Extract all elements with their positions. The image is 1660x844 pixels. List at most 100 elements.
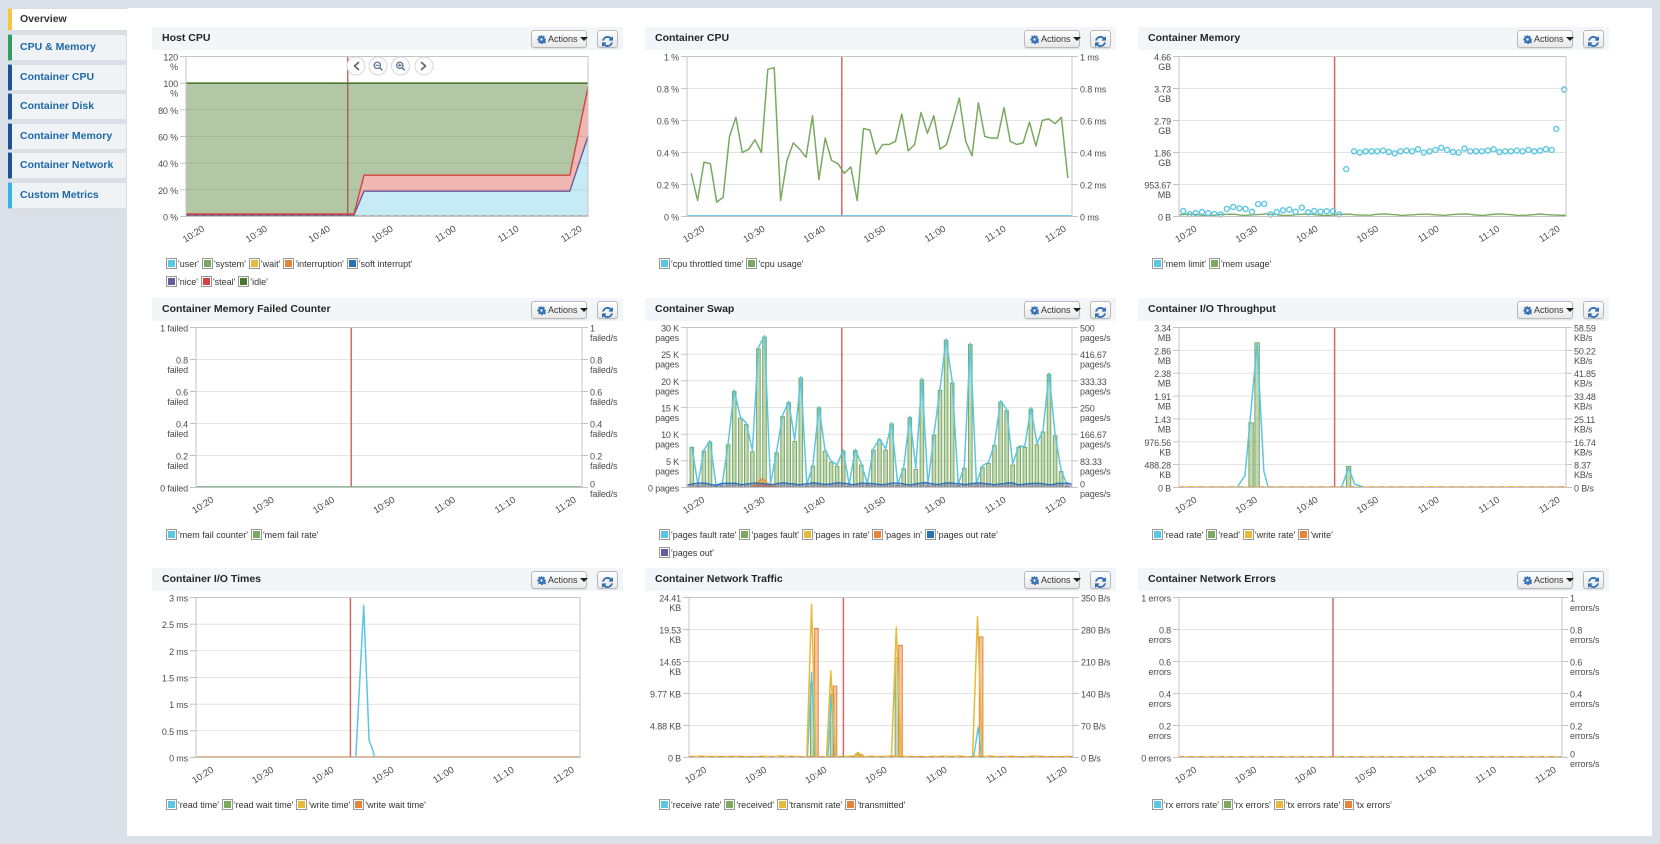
svg-text:%: % <box>170 89 178 99</box>
svg-text:pages: pages <box>655 360 679 370</box>
svg-text:2.86: 2.86 <box>1154 346 1171 356</box>
svg-text:0.2 ms: 0.2 ms <box>1080 181 1107 191</box>
svg-text:210 B/s: 210 B/s <box>1081 658 1111 668</box>
svg-text:0.4 %: 0.4 % <box>657 149 679 159</box>
svg-text:10:30: 10:30 <box>1234 224 1260 246</box>
svg-text:4.88 KB: 4.88 KB <box>650 722 681 732</box>
svg-text:failed/s: failed/s <box>590 397 618 407</box>
svg-text:pages: pages <box>655 386 679 396</box>
svg-text:0 B: 0 B <box>668 754 681 764</box>
svg-text:11:10: 11:10 <box>496 224 521 245</box>
svg-text:10:30: 10:30 <box>742 495 768 517</box>
svg-text:2.5 ms: 2.5 ms <box>162 620 189 630</box>
svg-text:11:00: 11:00 <box>1414 765 1439 786</box>
svg-text:83.33: 83.33 <box>1080 457 1102 467</box>
svg-text:GB: GB <box>1158 126 1171 136</box>
svg-text:60 %: 60 % <box>158 133 178 143</box>
svg-text:10:50: 10:50 <box>372 495 398 517</box>
svg-text:14.65: 14.65 <box>659 658 681 668</box>
svg-text:10:40: 10:40 <box>1295 495 1321 517</box>
svg-text:0 B: 0 B <box>1158 213 1171 223</box>
svg-text:3 ms: 3 ms <box>169 594 189 604</box>
svg-text:0.5 ms: 0.5 ms <box>162 727 189 737</box>
svg-text:15 K: 15 K <box>661 404 679 414</box>
svg-text:0.4: 0.4 <box>1570 690 1582 700</box>
svg-text:33.48: 33.48 <box>1574 392 1596 402</box>
svg-text:10:30: 10:30 <box>244 224 270 246</box>
svg-text:10:20: 10:20 <box>683 765 709 787</box>
svg-text:pages: pages <box>655 466 679 476</box>
svg-text:25.11: 25.11 <box>1574 415 1595 425</box>
svg-text:10 K: 10 K <box>661 430 679 440</box>
svg-text:11:10: 11:10 <box>1474 765 1499 786</box>
svg-text:11:10: 11:10 <box>1477 495 1502 516</box>
svg-text:10:20: 10:20 <box>681 495 707 517</box>
svg-text:KB: KB <box>669 667 681 677</box>
svg-text:MB: MB <box>1158 333 1171 343</box>
svg-text:10:30: 10:30 <box>250 765 276 787</box>
svg-text:100: 100 <box>163 79 178 89</box>
svg-text:0.8: 0.8 <box>176 356 188 366</box>
svg-text:0: 0 <box>1080 480 1085 490</box>
svg-text:11:00: 11:00 <box>923 224 948 245</box>
svg-text:0.4: 0.4 <box>1159 690 1171 700</box>
svg-text:11:10: 11:10 <box>1477 224 1502 245</box>
svg-text:10:30: 10:30 <box>1233 765 1259 787</box>
svg-text:10:40: 10:40 <box>307 224 333 246</box>
svg-text:0: 0 <box>1570 750 1575 760</box>
svg-text:19.53: 19.53 <box>659 626 681 636</box>
svg-text:50.22: 50.22 <box>1574 346 1596 356</box>
svg-text:10:50: 10:50 <box>862 224 888 246</box>
svg-text:0 B/s: 0 B/s <box>1081 754 1101 764</box>
svg-text:10:20: 10:20 <box>181 224 207 246</box>
svg-text:10:30: 10:30 <box>1234 495 1260 517</box>
svg-text:40 %: 40 % <box>158 159 178 169</box>
svg-text:errors/s: errors/s <box>1570 699 1600 709</box>
svg-text:0.8 %: 0.8 % <box>657 85 679 95</box>
svg-text:250: 250 <box>1080 404 1095 414</box>
svg-text:0 B/s: 0 B/s <box>1574 484 1594 494</box>
svg-text:10:50: 10:50 <box>1355 224 1381 246</box>
svg-text:11:20: 11:20 <box>553 495 578 516</box>
svg-text:KB: KB <box>669 635 681 645</box>
svg-text:GB: GB <box>1158 158 1171 168</box>
svg-text:0 B: 0 B <box>1158 484 1171 494</box>
svg-text:KB: KB <box>669 603 681 613</box>
svg-text:0.4 ms: 0.4 ms <box>1080 149 1107 159</box>
svg-text:10:50: 10:50 <box>371 765 397 787</box>
svg-text:10:20: 10:20 <box>190 495 216 517</box>
svg-text:8.37: 8.37 <box>1574 461 1591 471</box>
svg-text:0.8 ms: 0.8 ms <box>1080 85 1107 95</box>
svg-text:11:00: 11:00 <box>433 224 458 245</box>
svg-text:3.34: 3.34 <box>1154 324 1171 334</box>
svg-text:0 ms: 0 ms <box>169 754 189 764</box>
svg-text:10:30: 10:30 <box>743 765 769 787</box>
svg-text:errors: errors <box>1148 667 1171 677</box>
svg-text:500: 500 <box>1080 324 1095 334</box>
svg-text:0 %: 0 % <box>163 213 178 223</box>
svg-text:140 B/s: 140 B/s <box>1081 690 1111 700</box>
svg-text:2 ms: 2 ms <box>169 647 189 657</box>
svg-text:10:30: 10:30 <box>742 224 768 246</box>
svg-text:11:10: 11:10 <box>491 765 516 786</box>
svg-text:11:00: 11:00 <box>433 495 458 516</box>
svg-text:errors: errors <box>1148 699 1171 709</box>
svg-text:pages/s: pages/s <box>1080 440 1111 450</box>
svg-text:20 %: 20 % <box>158 186 178 196</box>
svg-text:10:20: 10:20 <box>681 224 707 246</box>
svg-text:pages/s: pages/s <box>1080 386 1111 396</box>
svg-text:pages/s: pages/s <box>1080 333 1111 343</box>
svg-text:41.85: 41.85 <box>1574 369 1596 379</box>
svg-text:MB: MB <box>1158 402 1171 412</box>
svg-text:0.2: 0.2 <box>1159 722 1171 732</box>
svg-text:KB/s: KB/s <box>1574 470 1593 480</box>
svg-text:errors/s: errors/s <box>1570 603 1600 613</box>
svg-text:11:00: 11:00 <box>923 495 948 516</box>
svg-text:10:50: 10:50 <box>862 495 888 517</box>
svg-text:350 B/s: 350 B/s <box>1081 594 1111 604</box>
svg-text:24.41: 24.41 <box>659 594 681 604</box>
svg-text:failed/s: failed/s <box>590 461 618 471</box>
svg-text:10:40: 10:40 <box>311 495 337 517</box>
svg-text:1 %: 1 % <box>664 53 679 63</box>
svg-text:0.8: 0.8 <box>1570 626 1582 636</box>
